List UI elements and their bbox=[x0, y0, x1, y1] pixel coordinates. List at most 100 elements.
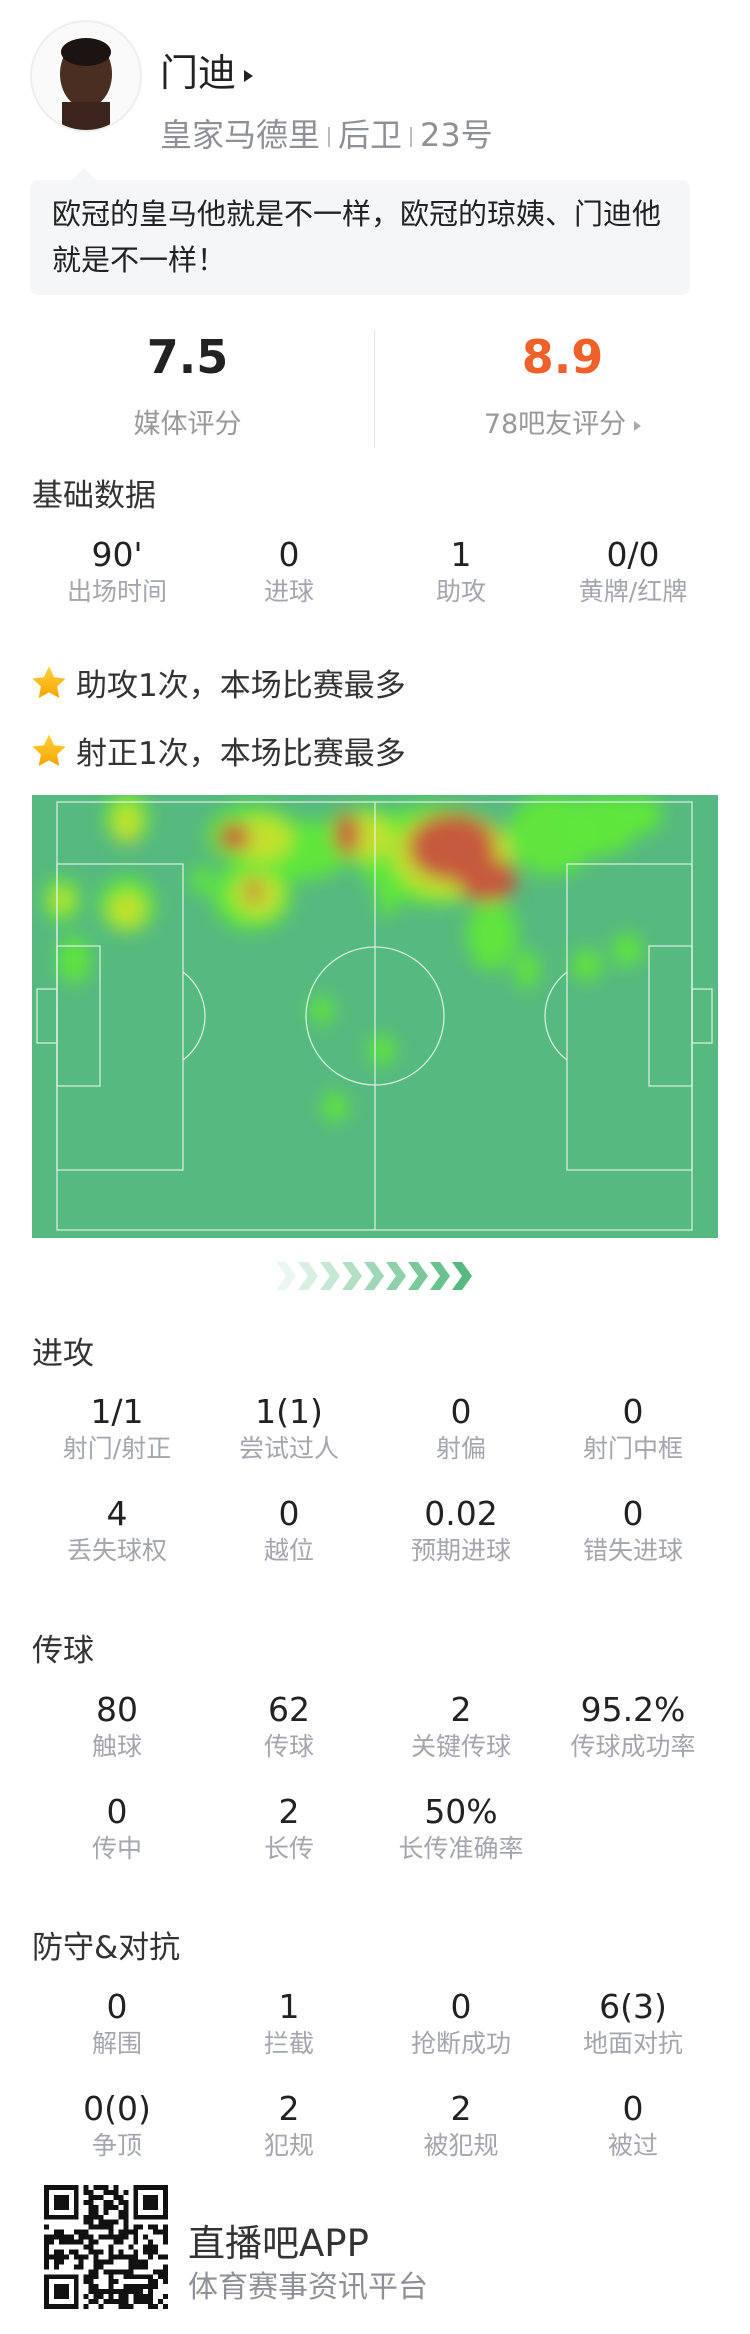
heat-spot bbox=[310, 996, 334, 1024]
stat-item: 0 进球 bbox=[203, 535, 375, 637]
stat-value: 2 bbox=[278, 1792, 300, 1831]
section-title-defense: 防守&对抗 bbox=[32, 1930, 181, 1966]
stat-label: 错失进球 bbox=[582, 1536, 683, 1565]
heat-spot bbox=[218, 823, 250, 851]
stat-label: 传中 bbox=[91, 1834, 142, 1863]
stat-value: 0 bbox=[622, 1494, 644, 1533]
stat-label: 尝试过人 bbox=[238, 1434, 339, 1463]
player-avatar[interactable] bbox=[30, 20, 142, 132]
heat-spot bbox=[58, 936, 90, 984]
shirt-number: 23号 bbox=[420, 116, 493, 154]
rating-divider bbox=[374, 330, 375, 448]
stat-label: 射门中框 bbox=[582, 1434, 683, 1463]
stat-item: 0 抢断成功 bbox=[375, 1987, 547, 2089]
stat-value: 95.2% bbox=[580, 1690, 686, 1729]
stat-item: 0 解围 bbox=[31, 1987, 203, 2089]
divider bbox=[410, 127, 413, 147]
stat-item: 80 触球 bbox=[31, 1690, 203, 1792]
passing-stats: 80 触球 62 传球 2 关键传球 95.2% 传球成功率 0 传中 2 长传 50% 长传准确率 bbox=[31, 1690, 719, 1894]
star-icon bbox=[32, 733, 66, 766]
stat-value: 2 bbox=[450, 2089, 472, 2128]
stat-value: 0 bbox=[622, 1392, 644, 1431]
stat-item: 0/0 黄牌/红牌 bbox=[547, 535, 719, 637]
stat-value: 2 bbox=[450, 1690, 472, 1729]
fan-rating-label[interactable]: 78吧友评分 bbox=[375, 402, 750, 441]
stat-value: 0 bbox=[622, 2089, 644, 2128]
stat-item: 2 犯规 bbox=[203, 2089, 375, 2191]
position: 后卫 bbox=[338, 116, 403, 154]
stat-item: 0(0) 争顶 bbox=[31, 2089, 203, 2191]
stat-item: 6(3) 地面对抗 bbox=[547, 1987, 719, 2089]
heat-spot bbox=[232, 817, 292, 861]
heat-spot bbox=[467, 900, 517, 970]
chevron-right-icon bbox=[452, 1262, 472, 1290]
heat-spot bbox=[515, 950, 539, 990]
stat-value: 2 bbox=[278, 2089, 300, 2128]
stat-value: 0.02 bbox=[424, 1494, 498, 1533]
stat-item: 0 传中 bbox=[31, 1792, 203, 1894]
stat-value: 62 bbox=[268, 1690, 310, 1729]
stat-item: 0.02 预期进球 bbox=[375, 1494, 547, 1596]
stat-item: 50% 长传准确率 bbox=[375, 1792, 547, 1894]
stat-label: 预期进球 bbox=[410, 1536, 511, 1565]
highlight-item: 助攻1次，本场比赛最多 bbox=[30, 660, 406, 705]
stat-item: 2 长传 bbox=[203, 1792, 375, 1894]
stat-label: 地面对抗 bbox=[582, 2029, 683, 2058]
stat-value: 0(0) bbox=[83, 2089, 151, 2128]
chevron-right-icon bbox=[430, 1262, 450, 1290]
team-name: 皇家马德里 bbox=[160, 116, 321, 154]
highlight-text: 射正1次，本场比赛最多 bbox=[76, 736, 406, 772]
stat-label: 长传 bbox=[263, 1834, 314, 1863]
stat-item: 0 越位 bbox=[203, 1494, 375, 1596]
stat-item: 1 助攻 bbox=[375, 535, 547, 637]
attack-direction-arrows bbox=[276, 1262, 472, 1290]
stat-item: 0 被过 bbox=[547, 2089, 719, 2191]
defense-stats: 0 解围 1 拦截 0 抢断成功 6(3) 地面对抗 0(0) 争顶 2 犯规 2 被犯规 0 被过 bbox=[31, 1987, 719, 2191]
heat-spot bbox=[192, 865, 212, 895]
player-name-link[interactable]: 门迪 bbox=[160, 42, 254, 97]
stat-label: 丢失球权 bbox=[66, 1536, 167, 1565]
stat-item: 1(1) 尝试过人 bbox=[203, 1392, 375, 1494]
stat-value: 0 bbox=[450, 1987, 472, 2026]
stat-value: 4 bbox=[106, 1494, 128, 1533]
basic-stats: 90' 出场时间 0 进球 1 助攻 0/0 黄牌/红牌 bbox=[31, 535, 719, 637]
chevron-right-icon bbox=[386, 1262, 406, 1290]
fan-rating[interactable]: 8.9 78吧友评分 bbox=[375, 330, 750, 441]
stat-label: 犯规 bbox=[263, 2131, 314, 2160]
stat-label: 拦截 bbox=[263, 2029, 314, 2058]
heat-spot bbox=[572, 949, 602, 981]
player-name: 门迪 bbox=[160, 51, 237, 95]
stat-value: 90' bbox=[91, 535, 143, 574]
chevron-right-icon bbox=[320, 1262, 340, 1290]
chevron-right-icon bbox=[408, 1262, 428, 1290]
stat-label: 抢断成功 bbox=[410, 2029, 511, 2058]
stat-label: 触球 bbox=[91, 1732, 142, 1761]
stat-value: 0/0 bbox=[606, 535, 660, 574]
stat-item: 1/1 射门/射正 bbox=[31, 1392, 203, 1494]
stat-label: 争顶 bbox=[91, 2131, 142, 2160]
stat-label: 越位 bbox=[263, 1536, 314, 1565]
stat-label: 进球 bbox=[263, 577, 314, 606]
stat-value: 0 bbox=[450, 1392, 472, 1431]
qr-code[interactable] bbox=[44, 2185, 168, 2309]
heat-spot bbox=[377, 884, 397, 916]
heat-spot bbox=[109, 892, 145, 928]
player-photo-icon bbox=[60, 38, 112, 130]
stat-value: 1/1 bbox=[90, 1392, 144, 1431]
heat-spot bbox=[247, 879, 261, 903]
stat-item: 62 传球 bbox=[203, 1690, 375, 1792]
stat-label: 传球成功率 bbox=[570, 1732, 696, 1761]
heat-spot bbox=[52, 888, 72, 912]
stat-label: 解围 bbox=[91, 2029, 142, 2058]
stat-value: 0 bbox=[278, 535, 300, 574]
stat-item: 0 射门中框 bbox=[547, 1392, 719, 1494]
heat-spot bbox=[457, 858, 517, 902]
right-goal bbox=[691, 988, 713, 1044]
stat-value: 80 bbox=[96, 1690, 138, 1729]
chevron-right-icon bbox=[342, 1262, 362, 1290]
stat-label: 传球 bbox=[263, 1732, 314, 1761]
heat-spot bbox=[612, 795, 662, 835]
stat-value: 6(3) bbox=[599, 1987, 667, 2026]
stat-label: 助攻 bbox=[435, 577, 486, 606]
player-info: 皇家马德里 后卫 23号 bbox=[160, 110, 493, 156]
